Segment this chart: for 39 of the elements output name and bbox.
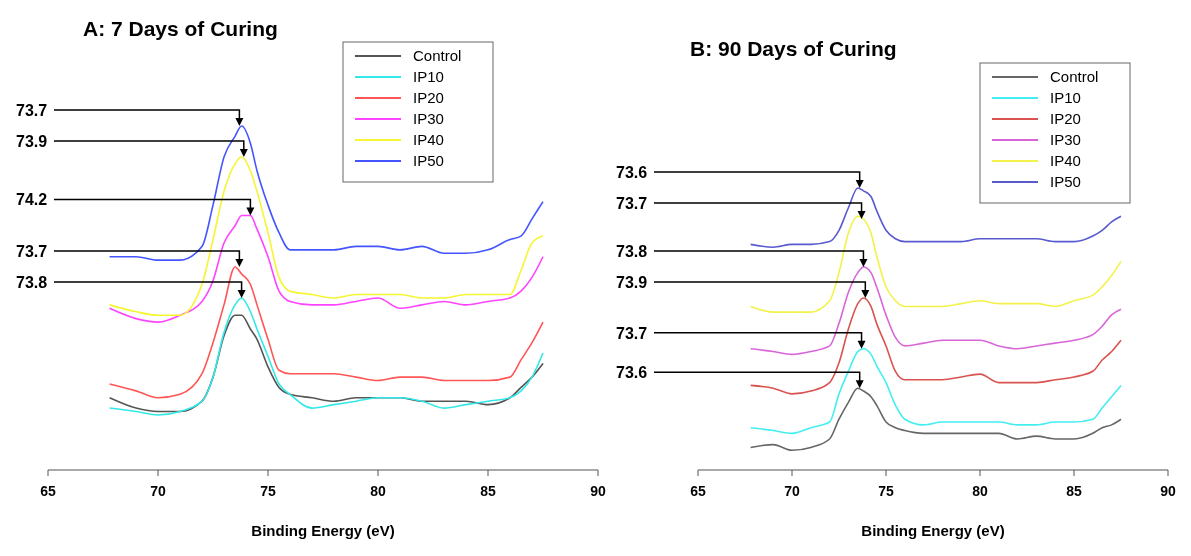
x-tick-label: 85 — [1066, 483, 1082, 499]
x-tick-label: 65 — [690, 483, 706, 499]
x-tick-label: 70 — [784, 483, 800, 499]
legend-label: IP40 — [1050, 152, 1081, 169]
chart-title: A: 7 Days of Curing — [83, 17, 278, 40]
x-tick-label: 85 — [480, 483, 496, 499]
annotation: 73.7 — [616, 324, 648, 342]
legend-label: IP20 — [413, 89, 444, 106]
annotation: 73.7 — [16, 243, 48, 261]
annotation: 73.7 — [16, 102, 48, 119]
x-tick-label: 65 — [40, 483, 56, 499]
annotation: 73.8 — [616, 242, 648, 260]
annotation: 73.7 — [616, 195, 648, 213]
legend-label: IP40 — [413, 131, 444, 148]
legend-label: Control — [413, 47, 462, 64]
x-tick-label: 75 — [260, 483, 276, 499]
legend-label: IP20 — [1050, 110, 1081, 127]
legend-label: Control — [1050, 68, 1099, 85]
x-tick-label: 80 — [972, 483, 988, 499]
x-axis-title: Binding Energy (eV) — [861, 522, 1005, 539]
legend-label: IP30 — [1050, 131, 1081, 148]
legend-label: IP50 — [413, 152, 444, 169]
legend-label: IP10 — [413, 68, 444, 85]
chart-title: B: 90 Days of Curing — [690, 37, 897, 60]
x-tick-label: 90 — [590, 483, 606, 499]
annotation: 73.8 — [16, 274, 48, 291]
x-tick-label: 80 — [370, 483, 386, 499]
legend-label: IP10 — [1050, 89, 1081, 106]
annotation: 73.6 — [616, 364, 648, 382]
x-axis-title: Binding Energy (eV) — [251, 522, 395, 539]
annotation: 74.2 — [16, 191, 48, 209]
annotation: 73.9 — [616, 273, 648, 291]
x-tick-label: 90 — [1160, 483, 1176, 499]
annotation: 73.9 — [16, 132, 48, 150]
legend-label: IP30 — [413, 110, 444, 127]
x-tick-label: 70 — [150, 483, 166, 499]
legend-label: IP50 — [1050, 173, 1081, 190]
annotation: 73.6 — [616, 164, 648, 181]
x-tick-label: 75 — [878, 483, 894, 499]
